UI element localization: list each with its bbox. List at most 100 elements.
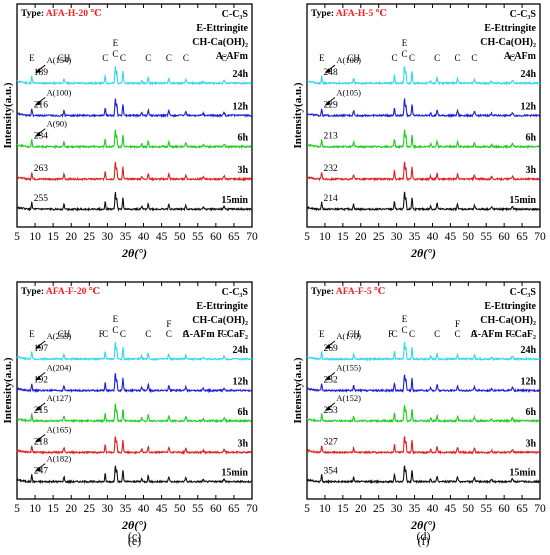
peak-label: E bbox=[402, 38, 408, 48]
x-tick-label: 55 bbox=[480, 231, 492, 243]
x-tick-label: 20 bbox=[65, 503, 77, 515]
peak-label: C bbox=[391, 53, 397, 63]
legend-entry: A-AFm bbox=[504, 51, 537, 62]
panel-label-bottom: (f) bbox=[418, 534, 430, 548]
y-axis-label: Intensity(a.u.) bbox=[292, 82, 304, 148]
afm-label: A(155) bbox=[336, 363, 361, 373]
x-tick-label: 50 bbox=[174, 231, 186, 243]
afm-arrowhead bbox=[35, 68, 42, 74]
intensity-value: 234 bbox=[34, 132, 49, 142]
peak-label: F bbox=[388, 329, 393, 339]
x-tick-label: 70 bbox=[534, 231, 546, 243]
intensity-value: 215 bbox=[34, 406, 49, 416]
series-name: 12h bbox=[232, 102, 248, 113]
type-value: AFA-H-5 ℃ bbox=[336, 9, 387, 19]
type-header: Type: AFA-F-20 ℃ bbox=[21, 287, 100, 297]
legend-entry: E-Ettringite bbox=[196, 301, 248, 312]
panel-label: (c) bbox=[128, 529, 141, 543]
series-name: 3h bbox=[237, 165, 248, 176]
xrd-trace-3h bbox=[306, 161, 540, 182]
xrd-panel-3: 5 10 15 20 25 30 35 40 45 50 55 60 65 70 2θ(°) Intensit… bbox=[2, 281, 258, 543]
xrd-trace-12h bbox=[16, 98, 253, 119]
x-axis-label: 2θ(°) bbox=[410, 246, 436, 260]
xrd-trace-15min bbox=[16, 191, 252, 212]
peak-label: C bbox=[509, 329, 515, 339]
x-tick-label: 30 bbox=[102, 503, 114, 515]
peak-label: F bbox=[99, 329, 104, 339]
peak-label: C bbox=[221, 53, 227, 63]
x-tick-label: 35 bbox=[409, 503, 421, 515]
legend-entry: E-Ettringite bbox=[484, 23, 536, 34]
xrd-trace-15min bbox=[306, 465, 540, 485]
series-name: 6h bbox=[237, 407, 248, 418]
intensity-value: 253 bbox=[324, 406, 339, 416]
legend-entry: CH-Ca(OH)₂ bbox=[480, 37, 536, 48]
legend-entry: CH-Ca(OH)₂ bbox=[192, 315, 248, 326]
x-tick-label: 60 bbox=[210, 503, 222, 515]
type-value: AFA-H-20 ℃ bbox=[46, 9, 102, 19]
intensity-value: 327 bbox=[324, 437, 339, 447]
x-tick-label: 25 bbox=[84, 231, 96, 243]
xrd-trace-24h bbox=[16, 341, 253, 362]
x-tick-label: 25 bbox=[84, 503, 96, 515]
afm-arrowhead bbox=[35, 375, 42, 381]
afm-label: A(182) bbox=[47, 454, 72, 464]
x-tick-label: 50 bbox=[463, 503, 475, 515]
x-tick-label: 5 bbox=[304, 231, 310, 243]
intensity-value: 213 bbox=[324, 132, 339, 142]
x-tick-label: 60 bbox=[210, 231, 222, 243]
peak-label: C bbox=[409, 53, 415, 63]
x-tick-label: 55 bbox=[192, 503, 204, 515]
x-tick-label: 5 bbox=[304, 503, 310, 515]
series-name: 3h bbox=[237, 438, 248, 449]
peak-label: C bbox=[102, 53, 108, 63]
x-tick-label: 35 bbox=[120, 231, 132, 243]
series-name: 12h bbox=[520, 102, 536, 113]
type-value: AFA-F-5 ℃ bbox=[336, 287, 385, 297]
xrd-trace-15min bbox=[306, 191, 540, 212]
peak-label: E bbox=[29, 53, 35, 63]
x-tick-label: 15 bbox=[47, 503, 59, 515]
afm-label: A(127) bbox=[47, 393, 72, 403]
afm-arrowhead bbox=[35, 344, 42, 350]
afm-arrowhead bbox=[35, 131, 42, 137]
xrd-trace-6h bbox=[306, 404, 540, 424]
legend-entry: A-AFm F-CaF₂ bbox=[471, 329, 536, 340]
intensity-value: 248 bbox=[324, 68, 339, 78]
xrd-trace-15min bbox=[16, 465, 252, 485]
x-tick-label: 65 bbox=[228, 231, 240, 243]
afm-arrowhead bbox=[324, 344, 331, 350]
y-axis-label: Intensity(a.u.) bbox=[292, 357, 304, 423]
afm-arrowhead bbox=[35, 466, 42, 472]
peak-label: C bbox=[166, 329, 172, 339]
xrd-trace-24h bbox=[306, 341, 541, 362]
peak-label: C bbox=[409, 329, 415, 339]
intensity-value: 232 bbox=[324, 376, 339, 386]
intensity-value: 218 bbox=[34, 437, 49, 447]
afm-arrowhead bbox=[324, 100, 331, 106]
intensity-value: 214 bbox=[324, 194, 339, 204]
xrd-trace-12h bbox=[16, 373, 253, 394]
x-tick-label: 55 bbox=[192, 231, 204, 243]
x-tick-label: 65 bbox=[516, 503, 528, 515]
xrd-trace-6h bbox=[16, 129, 252, 150]
x-tick-label: 40 bbox=[427, 231, 439, 243]
type-header: Type: AFA-F-5 ℃ bbox=[311, 287, 385, 297]
afm-label: A(170) bbox=[336, 331, 361, 341]
type-header: Type: AFA-H-5 ℃ bbox=[311, 9, 387, 19]
type-prefix: Type: bbox=[21, 287, 46, 297]
afm-label: A(100) bbox=[47, 88, 72, 98]
x-tick-label: 25 bbox=[373, 503, 385, 515]
peak-label: C bbox=[120, 329, 126, 339]
type-prefix: Type: bbox=[311, 9, 336, 19]
x-tick-label: 15 bbox=[337, 231, 349, 243]
xrd-trace-24h bbox=[16, 66, 253, 86]
x-tick-label: 40 bbox=[138, 503, 150, 515]
legend-entry: C-C₃S bbox=[222, 9, 249, 20]
xrd-trace-24h bbox=[306, 66, 541, 86]
xrd-trace-3h bbox=[16, 436, 252, 455]
intensity-value: 247 bbox=[34, 467, 49, 477]
peak-label: C bbox=[102, 329, 108, 339]
intensity-value: 255 bbox=[34, 194, 49, 204]
x-tick-label: 65 bbox=[228, 503, 240, 515]
